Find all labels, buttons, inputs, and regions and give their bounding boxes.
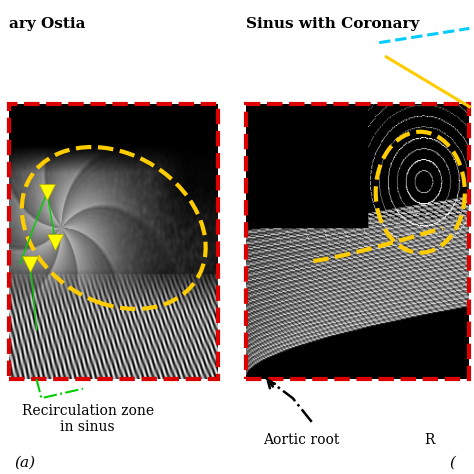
- Text: Aortic root: Aortic root: [263, 432, 339, 447]
- Text: Sinus with Coronary: Sinus with Coronary: [246, 17, 420, 31]
- Text: R: R: [424, 432, 435, 447]
- Text: (: (: [449, 455, 455, 469]
- Text: ary Ostia: ary Ostia: [9, 17, 86, 31]
- Text: Recirculation zone
in sinus: Recirculation zone in sinus: [22, 403, 154, 434]
- Text: (a): (a): [14, 455, 36, 469]
